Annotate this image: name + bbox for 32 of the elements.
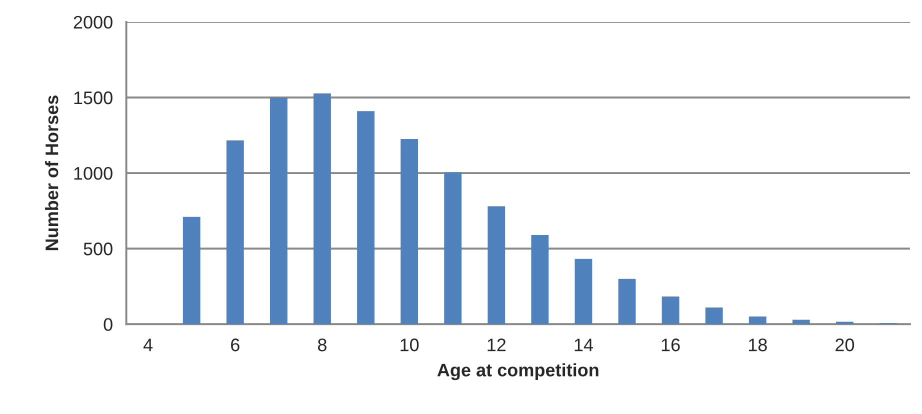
bar — [618, 278, 636, 324]
y-tick-label: 0 — [104, 318, 112, 331]
bar — [400, 139, 418, 324]
y-axis-title: Number of Horses — [45, 96, 58, 250]
x-tick-label: 14 — [574, 338, 593, 352]
y-tick-label: 500 — [84, 242, 112, 256]
bar — [270, 97, 288, 324]
x-tick-label: 4 — [143, 338, 153, 352]
y-tick-label: 1500 — [74, 91, 112, 104]
bar — [314, 93, 331, 324]
bar — [574, 258, 592, 324]
y-tick-label: 1000 — [74, 166, 112, 180]
x-tick-label: 10 — [400, 338, 419, 352]
bar — [182, 216, 200, 324]
bar — [705, 308, 723, 324]
x-tick-label: 6 — [231, 338, 240, 352]
x-tick-label: 16 — [662, 338, 680, 352]
x-tick-label: 20 — [836, 338, 854, 352]
bar — [836, 322, 854, 324]
bar — [488, 206, 506, 324]
x-tick-label: 8 — [318, 338, 326, 352]
x-tick-label: 12 — [488, 338, 506, 352]
x-tick-label: 18 — [748, 338, 767, 352]
x-axis-title: Age at competition — [437, 363, 598, 380]
bar — [226, 140, 244, 324]
bar — [531, 235, 549, 324]
bar — [792, 320, 810, 324]
bar — [748, 316, 766, 324]
y-tick-label: 2000 — [74, 16, 112, 29]
bar — [357, 111, 374, 324]
bar — [444, 172, 462, 324]
bar — [662, 296, 680, 324]
